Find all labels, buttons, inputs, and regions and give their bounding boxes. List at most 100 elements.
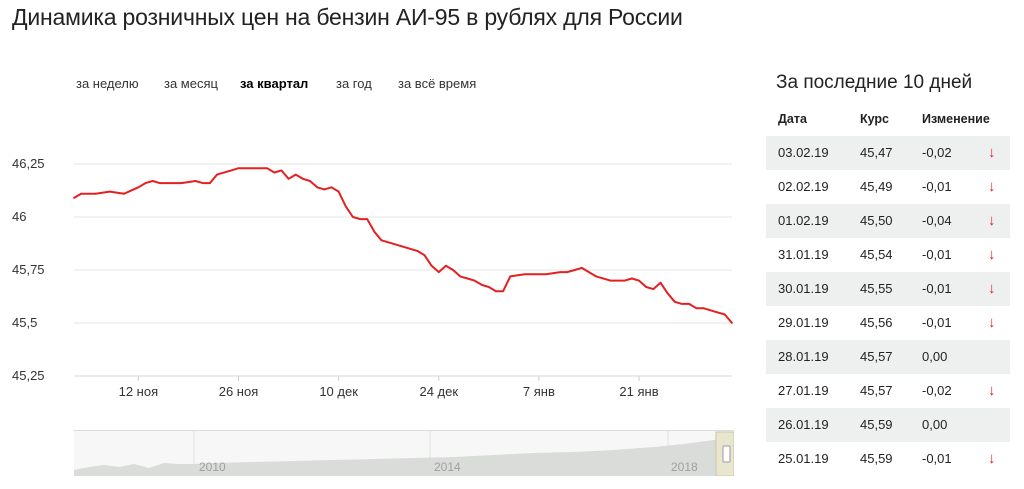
down-arrow-icon: ↓ (988, 246, 996, 263)
y-tick-label: 45,5 (12, 315, 37, 330)
row-date: 02.02.19 (778, 179, 829, 194)
navigator-area (74, 436, 734, 476)
data-point (201, 182, 204, 184)
tab-quarter[interactable]: за квартал (240, 76, 309, 91)
data-point (695, 307, 698, 310)
data-point (430, 264, 433, 267)
data-point (294, 173, 297, 176)
rates-table-body: 03.02.19 45,47 -0,02 ↓ 02.02.19 45,49 -0,01 ↓ 01… (766, 136, 1010, 476)
data-point (373, 230, 376, 233)
data-point (352, 216, 354, 218)
row-change: -0,01 (922, 281, 952, 296)
data-point (666, 292, 669, 295)
row-change: -0,02 (922, 383, 952, 398)
data-point (709, 309, 712, 312)
table-row: 26.01.19 45,59 0,00 (766, 408, 1010, 442)
side-panel-title: За последние 10 дней (776, 72, 973, 93)
rates-table: Дата Курс Изменение 03.02.19 45,47 -0,02 ↓ 0… (766, 102, 1010, 476)
data-point (530, 273, 533, 276)
data-point (208, 182, 211, 184)
data-point (323, 188, 326, 191)
data-point (273, 171, 276, 174)
row-rate: 45,57 (860, 383, 893, 398)
chart-grid (74, 163, 732, 377)
row-rate: 45,57 (860, 349, 893, 364)
x-tick-label: 7 янв (523, 384, 555, 399)
row-rate: 45,54 (860, 247, 893, 262)
data-point (280, 169, 283, 172)
table-row: 29.01.19 45,56 -0,01 ↓ (766, 306, 1010, 340)
tab-year[interactable]: за год (336, 76, 372, 91)
data-point (509, 275, 512, 278)
row-date: 31.01.19 (778, 247, 829, 262)
x-tick-label: 21 янв (619, 384, 658, 399)
tab-week[interactable]: за неделю (76, 76, 139, 91)
data-point (387, 241, 390, 244)
data-point (502, 290, 505, 293)
navigator-year-label: 2014 (434, 460, 461, 474)
row-date: 29.01.19 (778, 315, 829, 330)
y-tick-label: 46,25 (12, 156, 45, 171)
data-point (309, 180, 311, 182)
chart-series (73, 167, 733, 324)
data-point (301, 177, 304, 180)
data-point (423, 254, 426, 257)
data-point (237, 167, 240, 170)
data-point (80, 192, 83, 195)
down-arrow-icon: ↓ (988, 144, 996, 161)
row-change: -0,01 (922, 451, 952, 466)
data-point (595, 275, 598, 278)
data-point (523, 273, 526, 276)
data-point (316, 186, 319, 189)
x-tick-label: 26 ноя (219, 384, 259, 399)
row-change: -0,01 (922, 179, 952, 194)
header-rate: Курс (860, 112, 890, 126)
row-rate: 45,49 (860, 179, 893, 194)
down-arrow-icon: ↓ (988, 280, 996, 297)
data-point (452, 269, 454, 271)
data-point (330, 186, 333, 189)
data-point (216, 173, 218, 176)
data-point (437, 271, 440, 274)
down-arrow-icon: ↓ (988, 450, 996, 467)
data-point (681, 303, 683, 305)
row-change: -0,01 (922, 315, 952, 330)
data-point (630, 277, 633, 280)
data-point (645, 286, 648, 288)
data-point (180, 182, 183, 184)
x-tick-label: 24 дек (419, 384, 458, 399)
table-row: 28.01.19 45,57 0,00 (766, 340, 1010, 374)
data-point (459, 275, 462, 278)
tab-all-time[interactable]: за всё время (398, 76, 477, 91)
data-point (123, 192, 125, 195)
row-rate: 45,47 (860, 145, 893, 160)
header-change: Изменение (922, 112, 990, 126)
table-row: 03.02.19 45,47 -0,02 ↓ (766, 136, 1010, 170)
tab-month[interactable]: за месяц (164, 76, 218, 91)
down-arrow-icon: ↓ (988, 314, 996, 331)
data-point (566, 271, 569, 274)
row-date: 03.02.19 (778, 145, 829, 160)
navigator-drag-handle[interactable] (722, 445, 731, 463)
range-navigator[interactable]: 2010 2014 2018 (74, 430, 734, 476)
data-point (473, 279, 476, 282)
data-point (230, 169, 233, 172)
data-point (166, 182, 168, 184)
data-point (480, 283, 483, 286)
row-change: -0,04 (922, 213, 952, 228)
data-point (344, 205, 347, 208)
data-point (402, 245, 404, 248)
row-date: 30.01.19 (778, 281, 829, 296)
data-point (731, 322, 733, 324)
row-date: 25.01.19 (778, 451, 829, 466)
data-point (609, 279, 612, 282)
table-row: 30.01.19 45,55 -0,01 ↓ (766, 272, 1010, 306)
row-rate: 45,59 (860, 451, 893, 466)
x-tick-label: 10 дек (319, 384, 358, 399)
data-point (380, 239, 383, 242)
header-date: Дата (778, 112, 807, 126)
table-row: 27.01.19 45,57 -0,02 ↓ (766, 374, 1010, 408)
data-point (702, 307, 705, 310)
data-point (158, 182, 161, 184)
down-arrow-icon: ↓ (988, 212, 996, 229)
